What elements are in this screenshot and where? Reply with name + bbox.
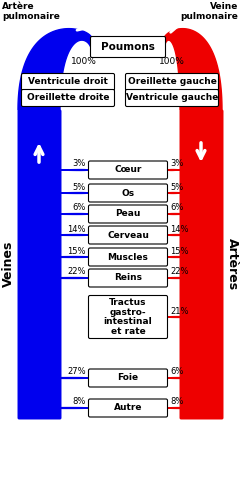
- Polygon shape: [167, 256, 203, 258]
- Text: 22%: 22%: [170, 268, 188, 276]
- Polygon shape: [180, 110, 222, 418]
- Polygon shape: [167, 316, 212, 318]
- Text: Veines: Veines: [1, 241, 14, 287]
- Polygon shape: [18, 110, 60, 418]
- Text: 6%: 6%: [170, 368, 183, 376]
- Polygon shape: [164, 28, 222, 110]
- FancyBboxPatch shape: [90, 36, 166, 58]
- Text: 3%: 3%: [170, 160, 183, 168]
- FancyBboxPatch shape: [89, 248, 168, 266]
- Text: Ventricule gauche: Ventricule gauche: [126, 94, 218, 102]
- Text: 8%: 8%: [170, 398, 183, 406]
- FancyBboxPatch shape: [89, 184, 168, 202]
- Polygon shape: [37, 256, 89, 258]
- FancyBboxPatch shape: [89, 226, 168, 244]
- Text: 21%: 21%: [170, 306, 188, 316]
- Text: 22%: 22%: [67, 268, 86, 276]
- Polygon shape: [18, 28, 92, 110]
- FancyBboxPatch shape: [89, 296, 168, 339]
- Text: Autre: Autre: [114, 404, 142, 412]
- Text: Tractus
gastro-
intestinal
et rate: Tractus gastro- intestinal et rate: [104, 298, 152, 336]
- Text: 3%: 3%: [73, 160, 86, 168]
- Text: 6%: 6%: [73, 204, 86, 212]
- Text: Peau: Peau: [115, 210, 141, 218]
- Text: 100%: 100%: [159, 56, 185, 66]
- Polygon shape: [18, 110, 60, 418]
- Polygon shape: [167, 234, 198, 236]
- FancyBboxPatch shape: [89, 161, 168, 179]
- Text: Oreillette droite: Oreillette droite: [27, 94, 109, 102]
- Text: 5%: 5%: [170, 182, 183, 192]
- Text: 14%: 14%: [67, 224, 86, 234]
- Text: Poumons: Poumons: [101, 42, 155, 52]
- Polygon shape: [42, 234, 89, 236]
- Text: Muscles: Muscles: [108, 252, 148, 262]
- FancyBboxPatch shape: [89, 205, 168, 223]
- Text: Artères: Artères: [226, 238, 239, 290]
- Text: 14%: 14%: [170, 224, 188, 234]
- Polygon shape: [180, 110, 222, 418]
- Text: 5%: 5%: [73, 182, 86, 192]
- Text: Oreillette gauche: Oreillette gauche: [128, 78, 216, 86]
- Text: 15%: 15%: [67, 246, 86, 256]
- Text: 27%: 27%: [67, 368, 86, 376]
- FancyBboxPatch shape: [22, 74, 114, 90]
- Text: 8%: 8%: [73, 398, 86, 406]
- Text: Artère
pulmonaire: Artère pulmonaire: [2, 2, 60, 21]
- Text: Cerveau: Cerveau: [107, 230, 149, 239]
- FancyBboxPatch shape: [89, 369, 168, 387]
- Text: Os: Os: [121, 188, 135, 198]
- Polygon shape: [51, 192, 89, 194]
- FancyBboxPatch shape: [126, 90, 218, 106]
- FancyBboxPatch shape: [89, 269, 168, 287]
- FancyBboxPatch shape: [22, 90, 114, 106]
- Text: Ventricule droit: Ventricule droit: [28, 78, 108, 86]
- Polygon shape: [180, 110, 222, 418]
- Text: 100%: 100%: [71, 56, 97, 66]
- Text: Cœur: Cœur: [114, 166, 142, 174]
- Text: 6%: 6%: [170, 204, 183, 212]
- Polygon shape: [18, 110, 60, 418]
- Text: Foie: Foie: [117, 374, 138, 382]
- Text: Reins: Reins: [114, 274, 142, 282]
- FancyBboxPatch shape: [126, 74, 218, 90]
- Text: Veine
pulmonaire: Veine pulmonaire: [180, 2, 238, 21]
- Polygon shape: [167, 192, 189, 194]
- Text: 15%: 15%: [170, 246, 188, 256]
- FancyBboxPatch shape: [89, 399, 168, 417]
